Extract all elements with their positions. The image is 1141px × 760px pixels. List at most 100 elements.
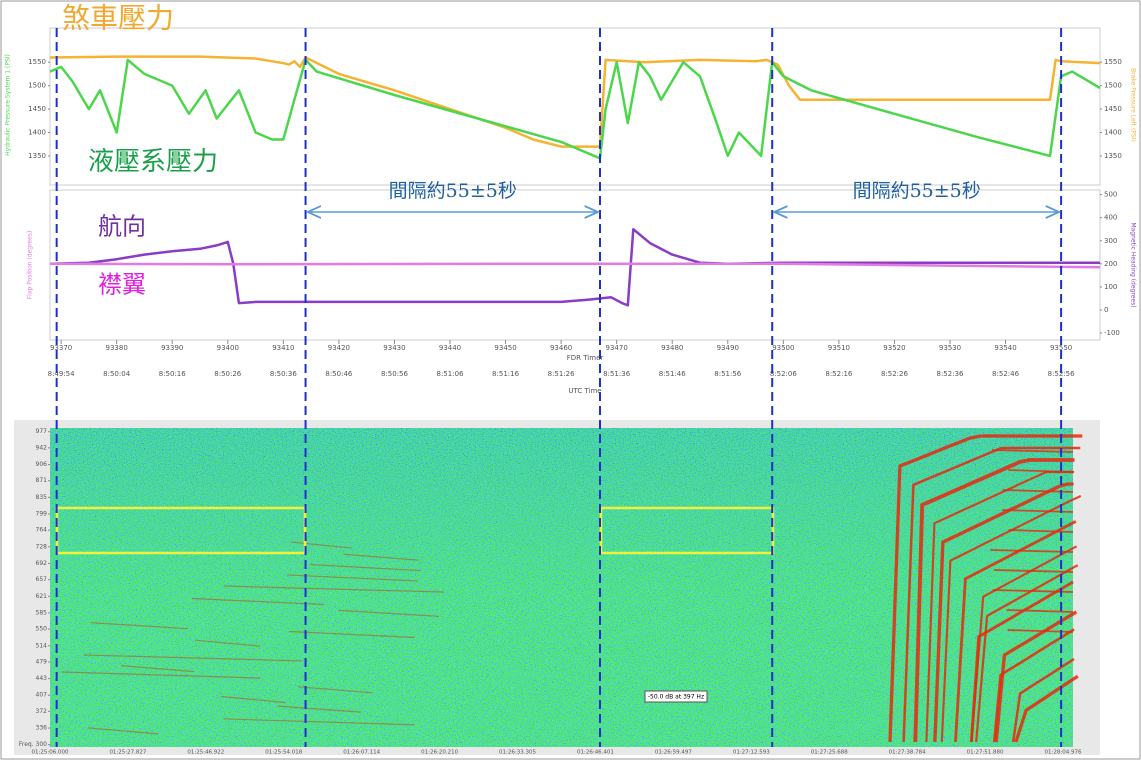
y-tick-label: 1350: [28, 152, 46, 160]
y-tick-label: 1450: [28, 105, 46, 113]
y-tick-label: 407: [36, 692, 48, 699]
y2-tick-label: 400: [1104, 214, 1117, 222]
x2-tick-label: 8:51:56: [714, 370, 742, 378]
x2-tick-label: 8:52:46: [992, 370, 1020, 378]
x-tick-label: 93440: [439, 344, 461, 352]
y-tick-label: 657: [36, 576, 48, 583]
y-axis-title: Hydraulic Pressure System 1 (PSI): [5, 54, 12, 156]
x-tick-label: 93450: [494, 344, 516, 352]
x2-tick-label: 8:52:16: [825, 370, 853, 378]
time-label: 01:27:12.593: [733, 750, 770, 756]
time-label: 01:26:59.497: [655, 750, 692, 756]
time-label: 01:26:07.114: [343, 750, 380, 756]
y-tick-label: 550: [36, 626, 48, 633]
x2-tick-label: 8:50:04: [103, 370, 131, 378]
time-label: 01:26:33.305: [499, 750, 536, 756]
x-tick-label: 93380: [106, 344, 128, 352]
readout-text: -50.0 dB at 397 Hz: [648, 694, 704, 701]
x-tick-label: 93500: [772, 344, 794, 352]
x2-tick-label: 8:51:46: [659, 370, 687, 378]
x2-tick-label: 8:51:16: [492, 370, 520, 378]
time-label: 01:25:27.827: [109, 750, 146, 756]
interval-label: 間隔約55±5秒: [853, 180, 981, 202]
x-tick-label: 93490: [717, 344, 739, 352]
x2-tick-label: 8:50:16: [159, 370, 187, 378]
y-tick-label: 514: [36, 642, 48, 649]
y2-tick-label: -100: [1104, 329, 1120, 337]
x-tick-label: 93430: [383, 344, 405, 352]
x-tick-label: 93520: [883, 344, 905, 352]
x2-tick-label: 8:49:54: [48, 370, 76, 378]
y-tick-label: 835: [36, 494, 48, 501]
series-annotation: 煞車壓力: [62, 2, 174, 35]
x2-tick-label: 8:51:26: [548, 370, 576, 378]
time-label: 01:25:06.000: [32, 750, 69, 756]
y-tick-label: 906: [36, 461, 48, 468]
time-label: 01:27:38.784: [889, 750, 926, 756]
x2-tick-label: 8:52:06: [770, 370, 798, 378]
y2-tick-label: 200: [1104, 260, 1117, 268]
x2-tick-label: 8:50:46: [325, 370, 353, 378]
y2-tick-label: 0: [1104, 306, 1108, 314]
y2-axis-title: Magnetic Heading (degrees): [1130, 222, 1137, 307]
y2-tick-label: 1500: [1104, 82, 1122, 90]
x-tick-label: 93530: [939, 344, 961, 352]
x2-tick-label: 8:52:36: [937, 370, 965, 378]
time-label: 01:28:04.976: [1045, 750, 1082, 756]
y-tick-label: 1550: [28, 58, 46, 66]
series-annotation: 襟翼: [98, 271, 146, 299]
y2-tick-label: 100: [1104, 283, 1117, 291]
y-tick-label: 977: [36, 428, 48, 435]
x-tick-label: 93470: [606, 344, 628, 352]
x-tick-label: 93370: [50, 344, 72, 352]
x2-tick-label: 8:52:26: [881, 370, 909, 378]
y-tick-label: 372: [36, 708, 48, 715]
y-tick-label: 336: [36, 725, 48, 732]
x-tick-label: 93400: [217, 344, 239, 352]
x-tick-label: 93540: [994, 344, 1016, 352]
x-tick-label: 93410: [272, 344, 294, 352]
y-tick-label: 942: [36, 444, 48, 451]
y-tick-label: 692: [36, 560, 48, 567]
y-tick-label: 799: [36, 510, 48, 517]
time-label: 01:25:54.018: [265, 750, 302, 756]
time-label: 01:26:46.401: [577, 750, 614, 756]
figure: -50.0 dB at 397 Hz Hydraulic Pressure Sy…: [0, 0, 1141, 760]
y2-axis-title: Brake Pressure Left (PSI): [1130, 68, 1137, 142]
x-axis-title: FDR Timer: [567, 354, 604, 362]
x2-tick-label: 8:50:26: [214, 370, 242, 378]
y2-tick-label: 1550: [1104, 58, 1122, 66]
interval-label: 間隔約55±5秒: [389, 180, 517, 202]
x-tick-label: 93460: [550, 344, 572, 352]
y-tick-label: 585: [36, 609, 48, 616]
readout: -50.0 dB at 397 Hz: [645, 691, 707, 702]
time-label: 01:27:51.880: [967, 750, 1004, 756]
y-tick-label: 728: [36, 543, 48, 550]
y-tick-label: 1500: [28, 82, 46, 90]
x-tick-label: 93420: [328, 344, 350, 352]
y-tick-label: 621: [36, 593, 48, 600]
y2-tick-label: 500: [1104, 191, 1117, 199]
x2-tick-label: 8:50:36: [270, 370, 298, 378]
y-tick-label: Freq. 300: [19, 741, 47, 748]
y-axis-title: Flap Position (degrees): [27, 231, 34, 300]
x2-tick-label: 8:50:56: [381, 370, 409, 378]
y2-tick-label: 300: [1104, 237, 1117, 245]
y-tick-label: 764: [36, 527, 48, 534]
y2-tick-label: 1350: [1104, 152, 1122, 160]
x2-tick-label: 8:51:06: [437, 370, 465, 378]
y-tick-label: 479: [36, 658, 48, 665]
time-label: 01:26:20.210: [421, 750, 458, 756]
y2-tick-label: 1450: [1104, 105, 1122, 113]
y2-tick-label: 1400: [1104, 129, 1122, 137]
y-tick-label: 871: [36, 477, 48, 484]
time-label: 01:27:25.688: [811, 750, 848, 756]
series-annotation: 液壓系壓力: [88, 147, 218, 177]
x-tick-label: 93480: [661, 344, 683, 352]
series-annotation: 航向: [98, 213, 146, 241]
x-tick-label: 93510: [828, 344, 850, 352]
x2-axis-title: UTC Time: [568, 387, 601, 395]
x2-tick-label: 8:51:36: [603, 370, 631, 378]
x-tick-label: 93390: [161, 344, 183, 352]
time-label: 01:25:46.922: [187, 750, 224, 756]
